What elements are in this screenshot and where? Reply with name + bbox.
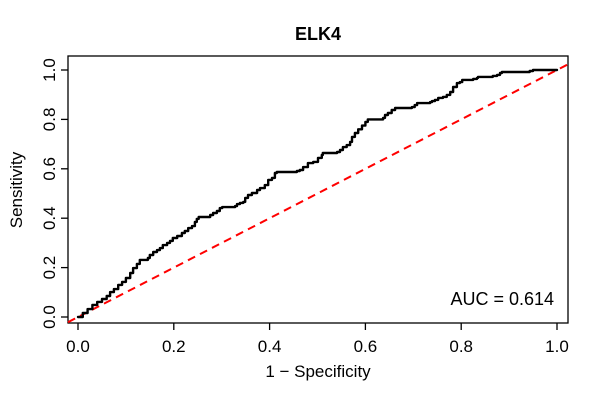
x-tick-label: 0.8	[449, 337, 473, 356]
y-tick-label: 0.2	[40, 256, 59, 280]
y-axis: 0.0 0.2 0.4 0.6 0.8 1.0	[40, 58, 68, 329]
x-axis-title: 1 − Specificity	[265, 362, 371, 381]
x-tick-label: 0.0	[66, 337, 90, 356]
y-tick-label: 0.6	[40, 157, 59, 181]
y-tick-label: 1.0	[40, 58, 59, 82]
y-tick-label: 0.4	[40, 206, 59, 230]
y-tick-label: 0.0	[40, 305, 59, 329]
x-tick-label: 0.6	[354, 337, 378, 356]
x-tick-label: 0.2	[162, 337, 186, 356]
reference-diagonal-line	[67, 63, 569, 324]
chart-title: ELK4	[295, 24, 341, 44]
roc-curve-path	[76, 68, 559, 319]
x-tick-label: 1.0	[545, 337, 569, 356]
x-axis: 0.0 0.2 0.4 0.6 0.8 1.0	[66, 323, 569, 356]
x-tick-label: 0.4	[258, 337, 282, 356]
y-axis-title: Sensitivity	[7, 151, 26, 228]
y-tick-label: 0.8	[40, 108, 59, 132]
plot-box	[67, 55, 569, 324]
auc-annotation: AUC = 0.614	[450, 289, 554, 309]
